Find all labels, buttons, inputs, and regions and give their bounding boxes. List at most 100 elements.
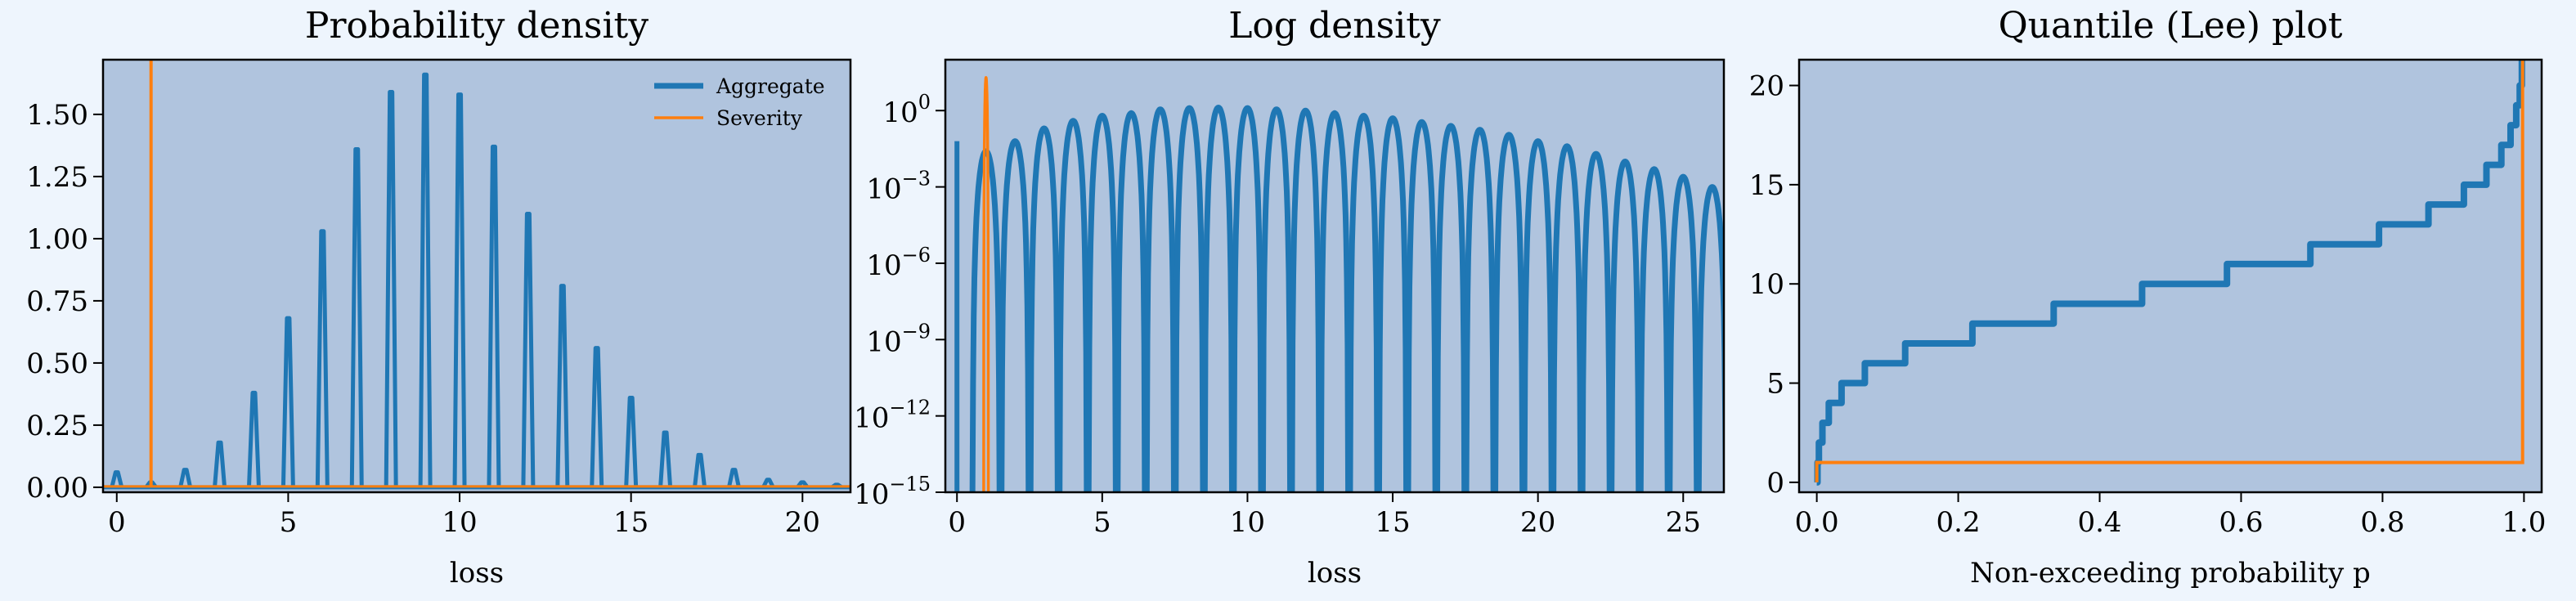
y-tick-label: 0	[1766, 467, 1784, 500]
aggregate-spike	[349, 146, 364, 487]
aggregate-spike	[280, 316, 295, 487]
aggregate-spike	[727, 468, 741, 488]
x-axis-label: loss	[1308, 557, 1362, 590]
severity-quantile-line	[1815, 60, 2524, 482]
x-tick-label: 0.2	[1936, 506, 1981, 539]
x-axis-label: loss	[450, 557, 504, 590]
aggregate-arch	[1434, 123, 1468, 492]
legend-aggregate-label: Aggregate	[716, 74, 825, 98]
aggregate-spike	[555, 284, 570, 487]
y-tick-label: 5	[1766, 368, 1784, 401]
aggregate-arch	[1231, 105, 1264, 492]
x-tick-label: 0	[948, 506, 966, 539]
y-tick-label: 10−12	[854, 397, 931, 435]
aggregate-spike	[487, 144, 501, 487]
x-tick-label: 10	[1230, 506, 1265, 539]
y-tick-label: 10−3	[866, 168, 931, 206]
x-tick-label: 0.8	[2360, 506, 2404, 539]
x-tick-label: 0.0	[1795, 506, 1839, 539]
aggregate-arch	[999, 138, 1032, 492]
chart-title: Quantile (Lee) plot	[1999, 5, 2343, 47]
x-tick-label: 0	[108, 506, 126, 539]
aggregate-arch	[1405, 119, 1438, 492]
x-tick-label: 20	[785, 506, 820, 539]
y-tick-label: 0.25	[26, 410, 88, 442]
plot-marks	[954, 76, 1724, 492]
y-tick-label: 1.50	[26, 99, 88, 132]
y-tick-exponent: −12	[889, 397, 931, 419]
aggregate-spike	[246, 390, 261, 488]
aggregate-arch	[1143, 106, 1177, 492]
aggregate-arch	[1289, 107, 1322, 492]
aggregate-arch	[1027, 125, 1061, 492]
aggregate-arch	[1115, 110, 1148, 492]
x-tick-label: 5	[280, 506, 298, 539]
plot-marks	[103, 60, 850, 490]
y-tick-base: 10	[866, 173, 901, 206]
x-tick-label: 0.6	[2219, 506, 2263, 539]
y-tick-label: 1.00	[26, 223, 88, 256]
y-tick-label: 1.25	[26, 161, 88, 194]
y-tick-label: 15	[1749, 169, 1784, 202]
aggregate-arch	[1609, 159, 1642, 492]
aggregate-spike	[213, 440, 227, 488]
plot-area	[103, 60, 850, 492]
y-tick-base: 10	[882, 96, 918, 129]
x-tick-label: 15	[613, 506, 648, 539]
x-axis-label: Non-exceeding probability p	[1970, 557, 2371, 590]
aggregate-arch	[1347, 113, 1380, 492]
x-tick-label: 20	[1520, 506, 1555, 539]
axes-frame	[1797, 58, 2543, 494]
aggregate-spike	[315, 229, 330, 487]
x-tick-label: 1.0	[2502, 506, 2546, 539]
aggregate-spike	[693, 452, 707, 488]
y-tick-label: 0.50	[26, 348, 88, 380]
aggregate-spike	[110, 470, 124, 488]
aggregate-spike	[384, 90, 398, 487]
panel-probability-density: Probability density 0 5 10 15 20 0.00 0.25 0.50 0…	[26, 5, 852, 590]
aggregate-spike	[178, 468, 193, 488]
y-tick-exponent: −6	[902, 244, 931, 267]
aggregate-arch	[1695, 184, 1724, 492]
x-tick-label: 5	[1093, 506, 1111, 539]
aggregate-spike	[658, 430, 673, 488]
aggregate-spike	[452, 92, 467, 487]
y-tick-base: 10	[866, 249, 901, 282]
y-tick-exponent: −3	[902, 168, 931, 191]
aggregate-arch	[1637, 166, 1671, 492]
y-tick-exponent: 0	[918, 91, 931, 114]
y-tick-label: 10−15	[854, 473, 931, 511]
aggregate-spike	[521, 211, 536, 487]
plot-area	[1799, 60, 2542, 492]
y-tick-label: 100	[882, 91, 931, 129]
y-tick-base: 10	[854, 402, 889, 435]
severity-arch	[982, 76, 990, 492]
aggregate-arch	[1521, 138, 1555, 492]
y-tick-label: 0.00	[26, 472, 88, 505]
y-tick-label: 10−9	[866, 320, 931, 358]
y-tick-base: 10	[866, 325, 901, 358]
x-tick-label: 15	[1375, 506, 1410, 539]
y-tick-label: 20	[1749, 70, 1784, 103]
aggregate-arch	[1551, 143, 1584, 492]
aggregate-spike	[418, 72, 433, 487]
aggregate-arch	[1085, 113, 1119, 492]
x-tick-label: 0.4	[2077, 506, 2121, 539]
aggregate-spike	[796, 480, 810, 489]
panel-quantile-plot: Quantile (Lee) plot 0.0 0.2 0.4 0.6 0.8 1.0 0 5 1…	[1749, 5, 2547, 590]
aggregate-quantile-line	[1814, 60, 2525, 486]
chart-title: Probability density	[305, 5, 648, 47]
aggregate-arch	[1463, 127, 1497, 492]
aggregate-spike	[624, 395, 639, 488]
x-tick-label: 10	[442, 506, 477, 539]
plot-marks	[1814, 60, 2525, 486]
y-tick-exponent: −9	[902, 320, 931, 343]
aggregate-arch	[1173, 105, 1206, 492]
aggregate-arch	[969, 148, 1003, 492]
aggregate-arch	[1376, 115, 1410, 492]
chart-title: Log density	[1228, 5, 1441, 47]
y-tick-label: 0.75	[26, 285, 88, 318]
legend-severity-label: Severity	[716, 106, 803, 130]
aggregate-spike	[761, 478, 775, 489]
aggregate-arch	[1201, 105, 1235, 492]
